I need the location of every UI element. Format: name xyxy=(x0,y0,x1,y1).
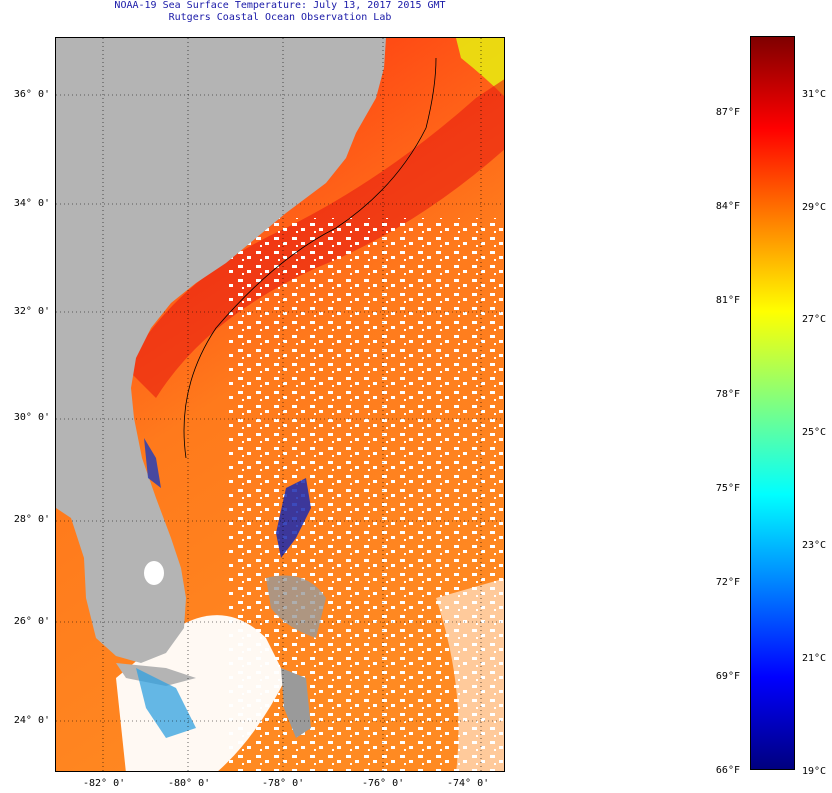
colorbar-label-69f: 69°F xyxy=(715,671,740,682)
map-subtitle: Rutgers Coastal Ocean Observation Lab xyxy=(168,12,392,23)
lat-label-26: 26° 0' xyxy=(13,616,50,627)
colorbar-label-19c: 19°C xyxy=(802,766,827,777)
colorbar-label-87f: 87°F xyxy=(715,107,740,118)
colorbar-label-84f: 84°F xyxy=(715,201,740,212)
lat-label-36: 36° 0' xyxy=(13,89,50,100)
cool-patch-south xyxy=(136,668,196,738)
colorbar-label-31c: 31°C xyxy=(802,89,827,100)
lake-okeechobee xyxy=(144,561,164,585)
lat-label-28: 28° 0' xyxy=(13,514,50,525)
lat-label-24: 24° 0' xyxy=(13,715,50,726)
lat-label-30: 30° 0' xyxy=(13,412,50,423)
colorbar-label-29c: 29°C xyxy=(802,202,827,213)
lon-label-80: -80° 0' xyxy=(168,778,211,789)
land-keys xyxy=(116,663,196,686)
sst-map xyxy=(55,37,505,772)
lat-label-32: 32° 0' xyxy=(13,306,50,317)
colorbar-label-23c: 23°C xyxy=(802,540,827,551)
grid-lines xyxy=(56,38,504,771)
cool-patch-coastal xyxy=(144,438,161,488)
lon-label-82: -82° 0' xyxy=(83,778,126,789)
lat-label-34: 34° 0' xyxy=(13,198,50,209)
cool-patch-offshore xyxy=(276,478,311,558)
bathymetry-contour xyxy=(183,57,437,459)
land-southeast-us xyxy=(56,38,386,663)
lon-label-76: -76° 0' xyxy=(362,778,405,789)
colorbar-label-78f: 78°F xyxy=(715,389,740,400)
cloud-mass-east xyxy=(436,578,504,771)
temperature-colorbar xyxy=(750,36,795,770)
colorbar-label-81f: 81°F xyxy=(715,295,740,306)
colorbar-label-21c: 21°C xyxy=(802,653,827,664)
colorbar-label-27c: 27°C xyxy=(802,314,827,325)
lon-label-74: -74° 0' xyxy=(447,778,490,789)
ocean-yellow-patch xyxy=(456,38,504,97)
colorbar-label-66f: 66°F xyxy=(715,765,740,776)
colorbar-label-75f: 75°F xyxy=(715,483,740,494)
colorbar-label-72f: 72°F xyxy=(715,577,740,588)
map-title: NOAA-19 Sea Surface Temperature: July 13… xyxy=(114,0,446,11)
lon-label-78: -78° 0' xyxy=(262,778,305,789)
land-andros xyxy=(281,668,311,738)
land-bahamas xyxy=(266,575,326,638)
colorbar-label-25c: 25°C xyxy=(802,427,827,438)
